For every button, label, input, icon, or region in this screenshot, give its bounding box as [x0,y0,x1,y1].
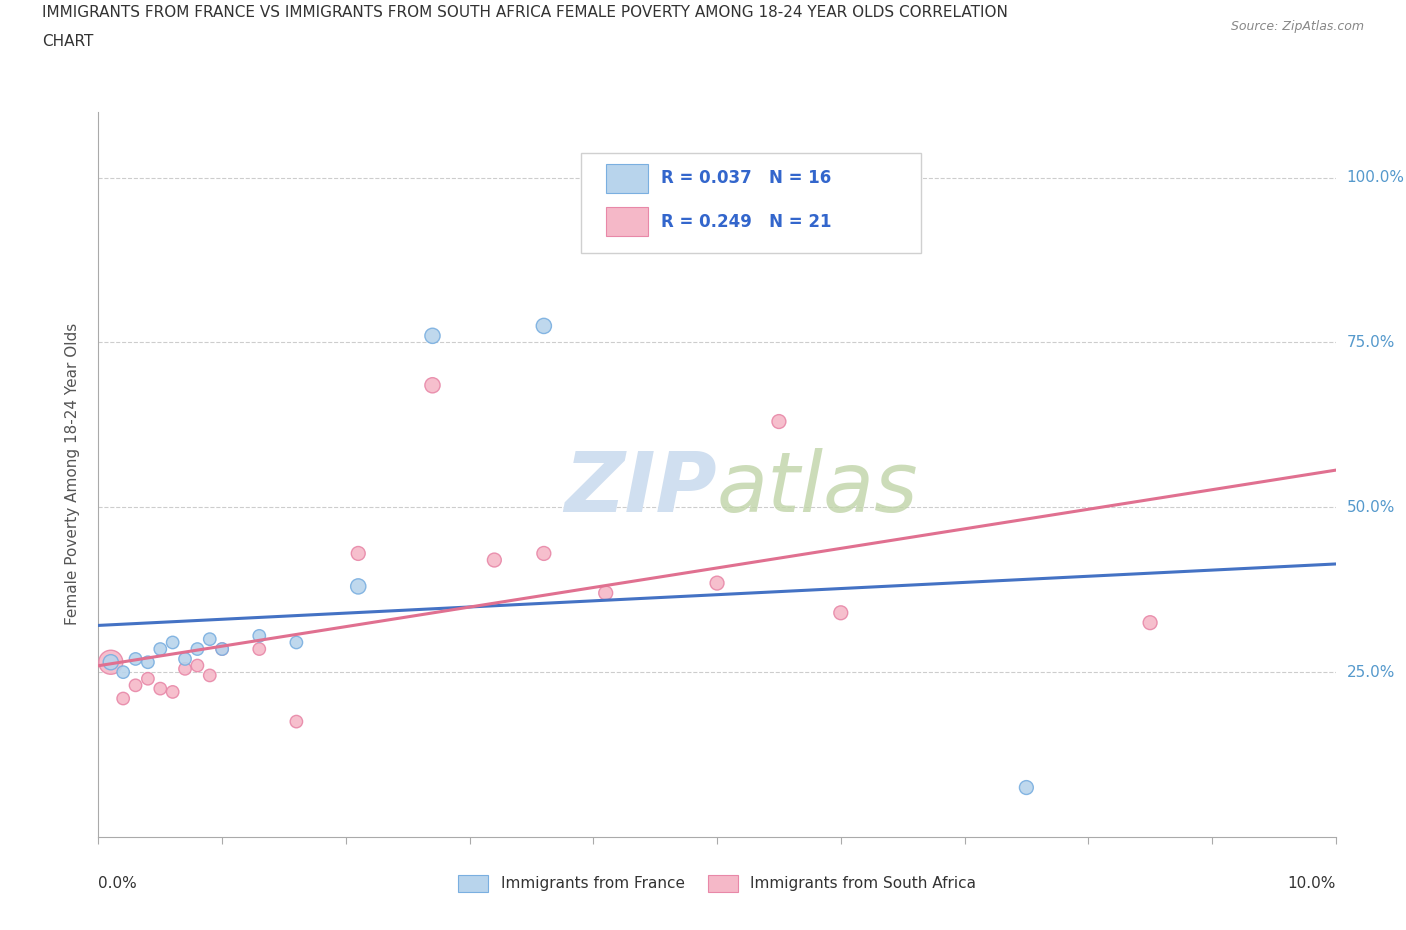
Point [247,629,270,644]
Legend: Immigrants from France, Immigrants from South Africa: Immigrants from France, Immigrants from … [451,869,983,898]
Point [162,635,184,650]
Text: IMMIGRANTS FROM FRANCE VS IMMIGRANTS FROM SOUTH AFRICA FEMALE POVERTY AMONG 18-2: IMMIGRANTS FROM FRANCE VS IMMIGRANTS FRO… [42,5,1008,20]
Text: ZIP: ZIP [564,448,717,529]
Point [768,414,790,429]
Point [124,678,146,693]
Point [347,579,370,594]
Text: 50.0%: 50.0% [1347,499,1395,515]
FancyBboxPatch shape [581,153,921,253]
Point [285,714,308,729]
Point [706,576,728,591]
Point [100,655,122,670]
Point [1015,780,1038,795]
Text: 25.0%: 25.0% [1347,665,1395,680]
Point [247,642,270,657]
Text: CHART: CHART [42,34,94,49]
Point [484,552,506,567]
Point [533,318,555,333]
Point [124,652,146,667]
Point [533,546,555,561]
Point [347,546,370,561]
Point [830,605,852,620]
Point [112,691,135,706]
Point [149,642,172,657]
Point [100,655,122,670]
Point [422,328,444,343]
Y-axis label: Female Poverty Among 18-24 Year Olds: Female Poverty Among 18-24 Year Olds [65,324,80,626]
Point [174,661,197,676]
Point [162,684,184,699]
Point [136,655,159,670]
Point [136,671,159,686]
Point [595,586,617,601]
Point [285,635,308,650]
Point [211,642,233,657]
Text: 10.0%: 10.0% [1288,876,1336,891]
Point [198,631,221,646]
Point [211,642,233,657]
Text: R = 0.249   N = 21: R = 0.249 N = 21 [661,213,832,231]
Text: atlas: atlas [717,448,918,529]
Point [198,668,221,683]
Text: 75.0%: 75.0% [1347,335,1395,350]
Point [186,658,208,673]
Text: 0.0%: 0.0% [98,876,138,891]
Point [112,665,135,680]
FancyBboxPatch shape [606,164,648,193]
Point [186,642,208,657]
Point [149,681,172,696]
Text: Source: ZipAtlas.com: Source: ZipAtlas.com [1230,20,1364,33]
Text: 100.0%: 100.0% [1347,170,1405,185]
Text: R = 0.037   N = 16: R = 0.037 N = 16 [661,169,831,187]
FancyBboxPatch shape [606,207,648,236]
Point [1139,616,1161,631]
Point [174,652,197,667]
Point [422,378,444,392]
